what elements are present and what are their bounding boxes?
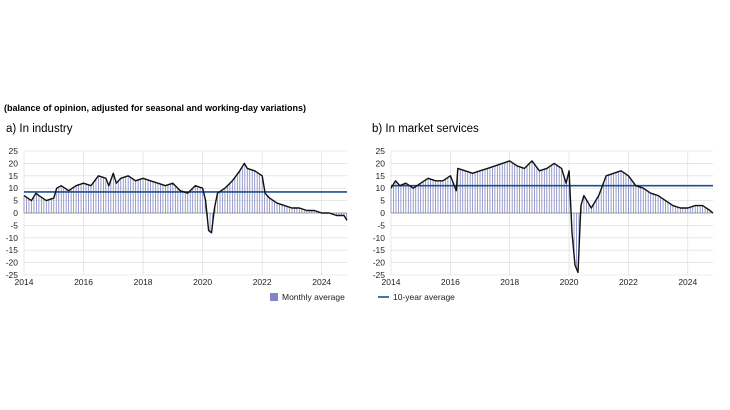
panel-a-xtick-label: 2022 <box>253 277 272 287</box>
panel-a-ytick-label: -20 <box>6 258 19 268</box>
panel-b-ytick-label: -25 <box>373 270 386 280</box>
panel-a-title: a) In industry <box>6 123 73 135</box>
panel-b-ytick-label: 25 <box>376 146 386 156</box>
panel-a-xtick-label: 2016 <box>74 277 93 287</box>
panel-a-ytick-label: 15 <box>9 171 19 181</box>
panel-a-ytick-label: 0 <box>13 208 18 218</box>
panel-a-xtick-label: 2018 <box>134 277 153 287</box>
panel-b-ytick-label: -15 <box>373 245 386 255</box>
panel-b-xtick-label: 2020 <box>560 277 579 287</box>
panel-a-ytick-label: 25 <box>9 146 19 156</box>
panel-b-ytick-label: 15 <box>376 171 386 181</box>
legend-monthly-average-label: Monthly average <box>282 292 345 302</box>
panel-b-ytick-label: 5 <box>380 196 385 206</box>
legend-ten-year-average-label: 10-year average <box>393 292 455 302</box>
panel-b-ytick-label: -5 <box>377 220 385 230</box>
panel-b-title: b) In market services <box>372 123 479 135</box>
panel-a-ytick-label: 5 <box>13 196 18 206</box>
panel-a-ytick-label: 10 <box>9 183 19 193</box>
panel-b-xtick-label: 2024 <box>678 277 697 287</box>
panel-a-balance-line <box>23 162 348 234</box>
legend-monthly-average-swatch <box>270 293 278 301</box>
panel-b-ytick-label: 0 <box>380 208 385 218</box>
chart-subtitle: (balance of opinion, adjusted for season… <box>4 103 307 113</box>
panel-b-ytick-label: 10 <box>376 183 386 193</box>
panel-b-ytick-label: -20 <box>373 258 386 268</box>
panel-b-xtick-label: 2018 <box>500 277 519 287</box>
panel-b-xtick-label: 2022 <box>619 277 638 287</box>
panel-b-ytick-label: -10 <box>373 233 386 243</box>
panel-b-xtick-label: 2014 <box>382 277 401 287</box>
panel-b-xtick-label: 2016 <box>441 277 460 287</box>
panel-b-balance-line <box>390 160 714 274</box>
panel-a-ytick-label: -25 <box>6 270 19 280</box>
panel-a-ytick-label: -15 <box>6 245 19 255</box>
panel-a-ytick-label: -10 <box>6 233 19 243</box>
panel-b-ytick-label: 20 <box>376 158 386 168</box>
panel-a-xtick-label: 2020 <box>193 277 212 287</box>
panel-a-xtick-label: 2024 <box>312 277 331 287</box>
panel-a-xtick-label: 2014 <box>15 277 34 287</box>
panel-a-ytick-label: -5 <box>10 220 18 230</box>
panel-a-ytick-label: 20 <box>9 158 19 168</box>
